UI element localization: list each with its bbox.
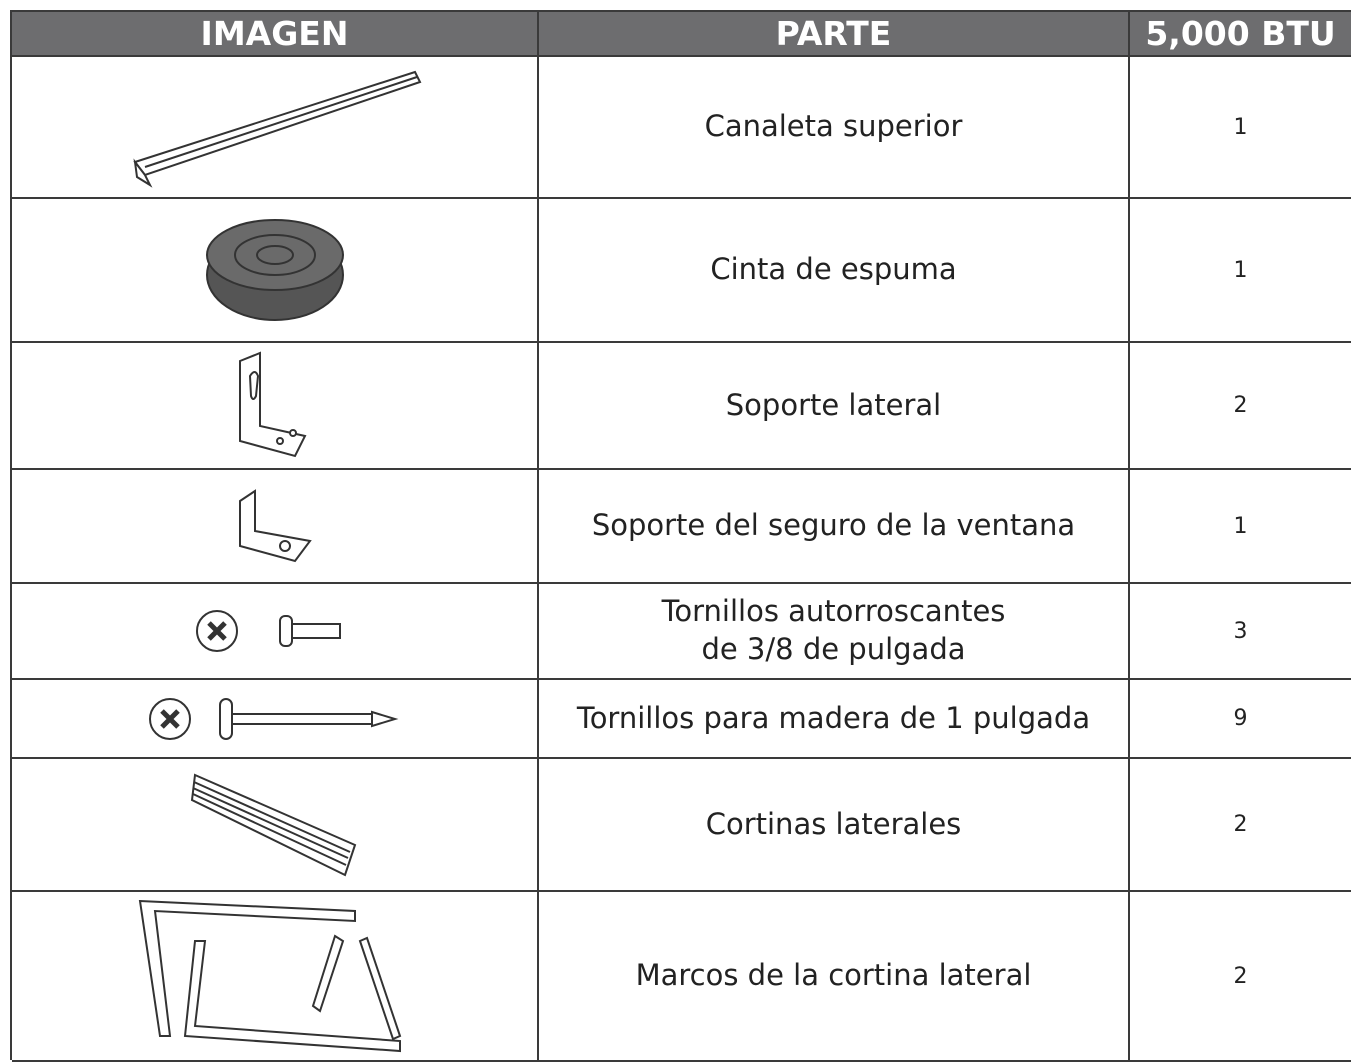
quantity: 9 xyxy=(1130,680,1351,759)
icon-foam-tape xyxy=(205,219,344,321)
icon-channel xyxy=(132,70,421,188)
quantity: 2 xyxy=(1130,892,1351,1062)
quantity: 1 xyxy=(1130,470,1351,584)
part-name: Soporte lateral xyxy=(539,343,1130,470)
quantity: 2 xyxy=(1130,343,1351,470)
quantity: 2 xyxy=(1130,759,1351,892)
part-name: Soporte del seguro de la ventana xyxy=(539,470,1130,584)
image-cell xyxy=(12,892,539,1062)
image-cell xyxy=(12,680,539,759)
image-cell xyxy=(12,57,539,199)
image-cell xyxy=(12,199,539,343)
icon-lock-bracket xyxy=(238,489,312,563)
quantity: 1 xyxy=(1130,199,1351,343)
header-cell: PARTE xyxy=(539,12,1130,57)
header-cell: 5,000 BTU xyxy=(1130,12,1351,57)
part-name: Cortinas laterales xyxy=(539,759,1130,892)
icon-side-bracket xyxy=(238,351,306,457)
icon-wood-screw xyxy=(148,697,398,740)
part-name: Marcos de la cortina lateral xyxy=(539,892,1130,1062)
image-cell xyxy=(12,584,539,680)
image-cell xyxy=(12,759,539,892)
parts-table: IMAGEN PARTE 5,000 BTU Canaleta superior… xyxy=(10,10,1351,1062)
image-cell xyxy=(12,343,539,470)
icon-tapping-screw xyxy=(195,610,341,652)
part-name: Tornillos para madera de 1 pulgada xyxy=(539,680,1130,759)
part-name: Canaleta superior xyxy=(539,57,1130,199)
icon-side-curtain xyxy=(190,773,356,876)
image-cell xyxy=(12,470,539,584)
quantity: 3 xyxy=(1130,584,1351,680)
part-name: Cinta de espuma xyxy=(539,199,1130,343)
icon-curtain-frames xyxy=(138,899,401,1053)
header-cell: IMAGEN xyxy=(12,12,539,57)
part-name: Tornillos autorroscantes de 3/8 de pulga… xyxy=(539,584,1130,680)
quantity: 1 xyxy=(1130,57,1351,199)
